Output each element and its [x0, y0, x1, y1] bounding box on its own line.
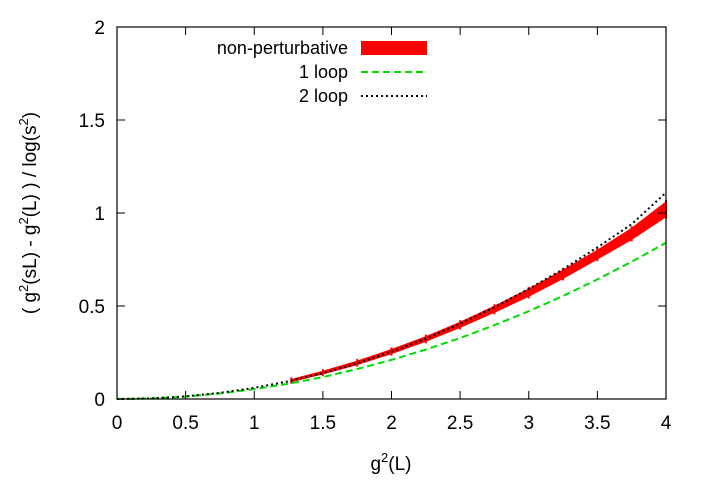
x-tick-label: 3.5: [584, 413, 610, 434]
legend-label: 2 loop: [299, 86, 348, 106]
x-axis-label-exp: 2: [381, 450, 388, 465]
y-tick-label: 2: [94, 18, 105, 39]
legend: non-perturbative 1 loop 2 loop: [217, 38, 427, 106]
x-tick-label: 0: [112, 413, 123, 434]
x-tick-label: 2.5: [447, 413, 473, 434]
legend-label: non-perturbative: [217, 38, 348, 58]
y-axis-label: ( g2(sL) - g2(L) ) / log(s2): [16, 112, 41, 314]
plot-frame: [116, 26, 667, 400]
legend-label: 1 loop: [299, 62, 348, 82]
x-axis-label: g2(L): [370, 450, 411, 475]
y-tick-label: 1.5: [79, 111, 105, 132]
legend-swatch-non-perturbative: [361, 41, 427, 55]
y-tick-label: 0: [94, 390, 105, 411]
x-tick-label: 3: [523, 413, 534, 434]
non-perturbative-band: [290, 200, 667, 383]
plot-content: [116, 191, 667, 400]
x-tick-label: 1: [249, 413, 260, 434]
2-loop-line: [116, 191, 667, 400]
axis-ticks: 0 0.5 1 1.5 2 2.5 3 3.5 4 0 0.5 1 1.5 2: [79, 18, 672, 434]
y-tick-label: 0.5: [79, 297, 105, 318]
x-tick-label: 0.5: [172, 413, 198, 434]
x-tick-label: 1.5: [310, 413, 336, 434]
y-tick-label: 1: [94, 204, 105, 225]
x-tick-label: 2: [386, 413, 397, 434]
x-tick-label: 4: [661, 413, 672, 434]
